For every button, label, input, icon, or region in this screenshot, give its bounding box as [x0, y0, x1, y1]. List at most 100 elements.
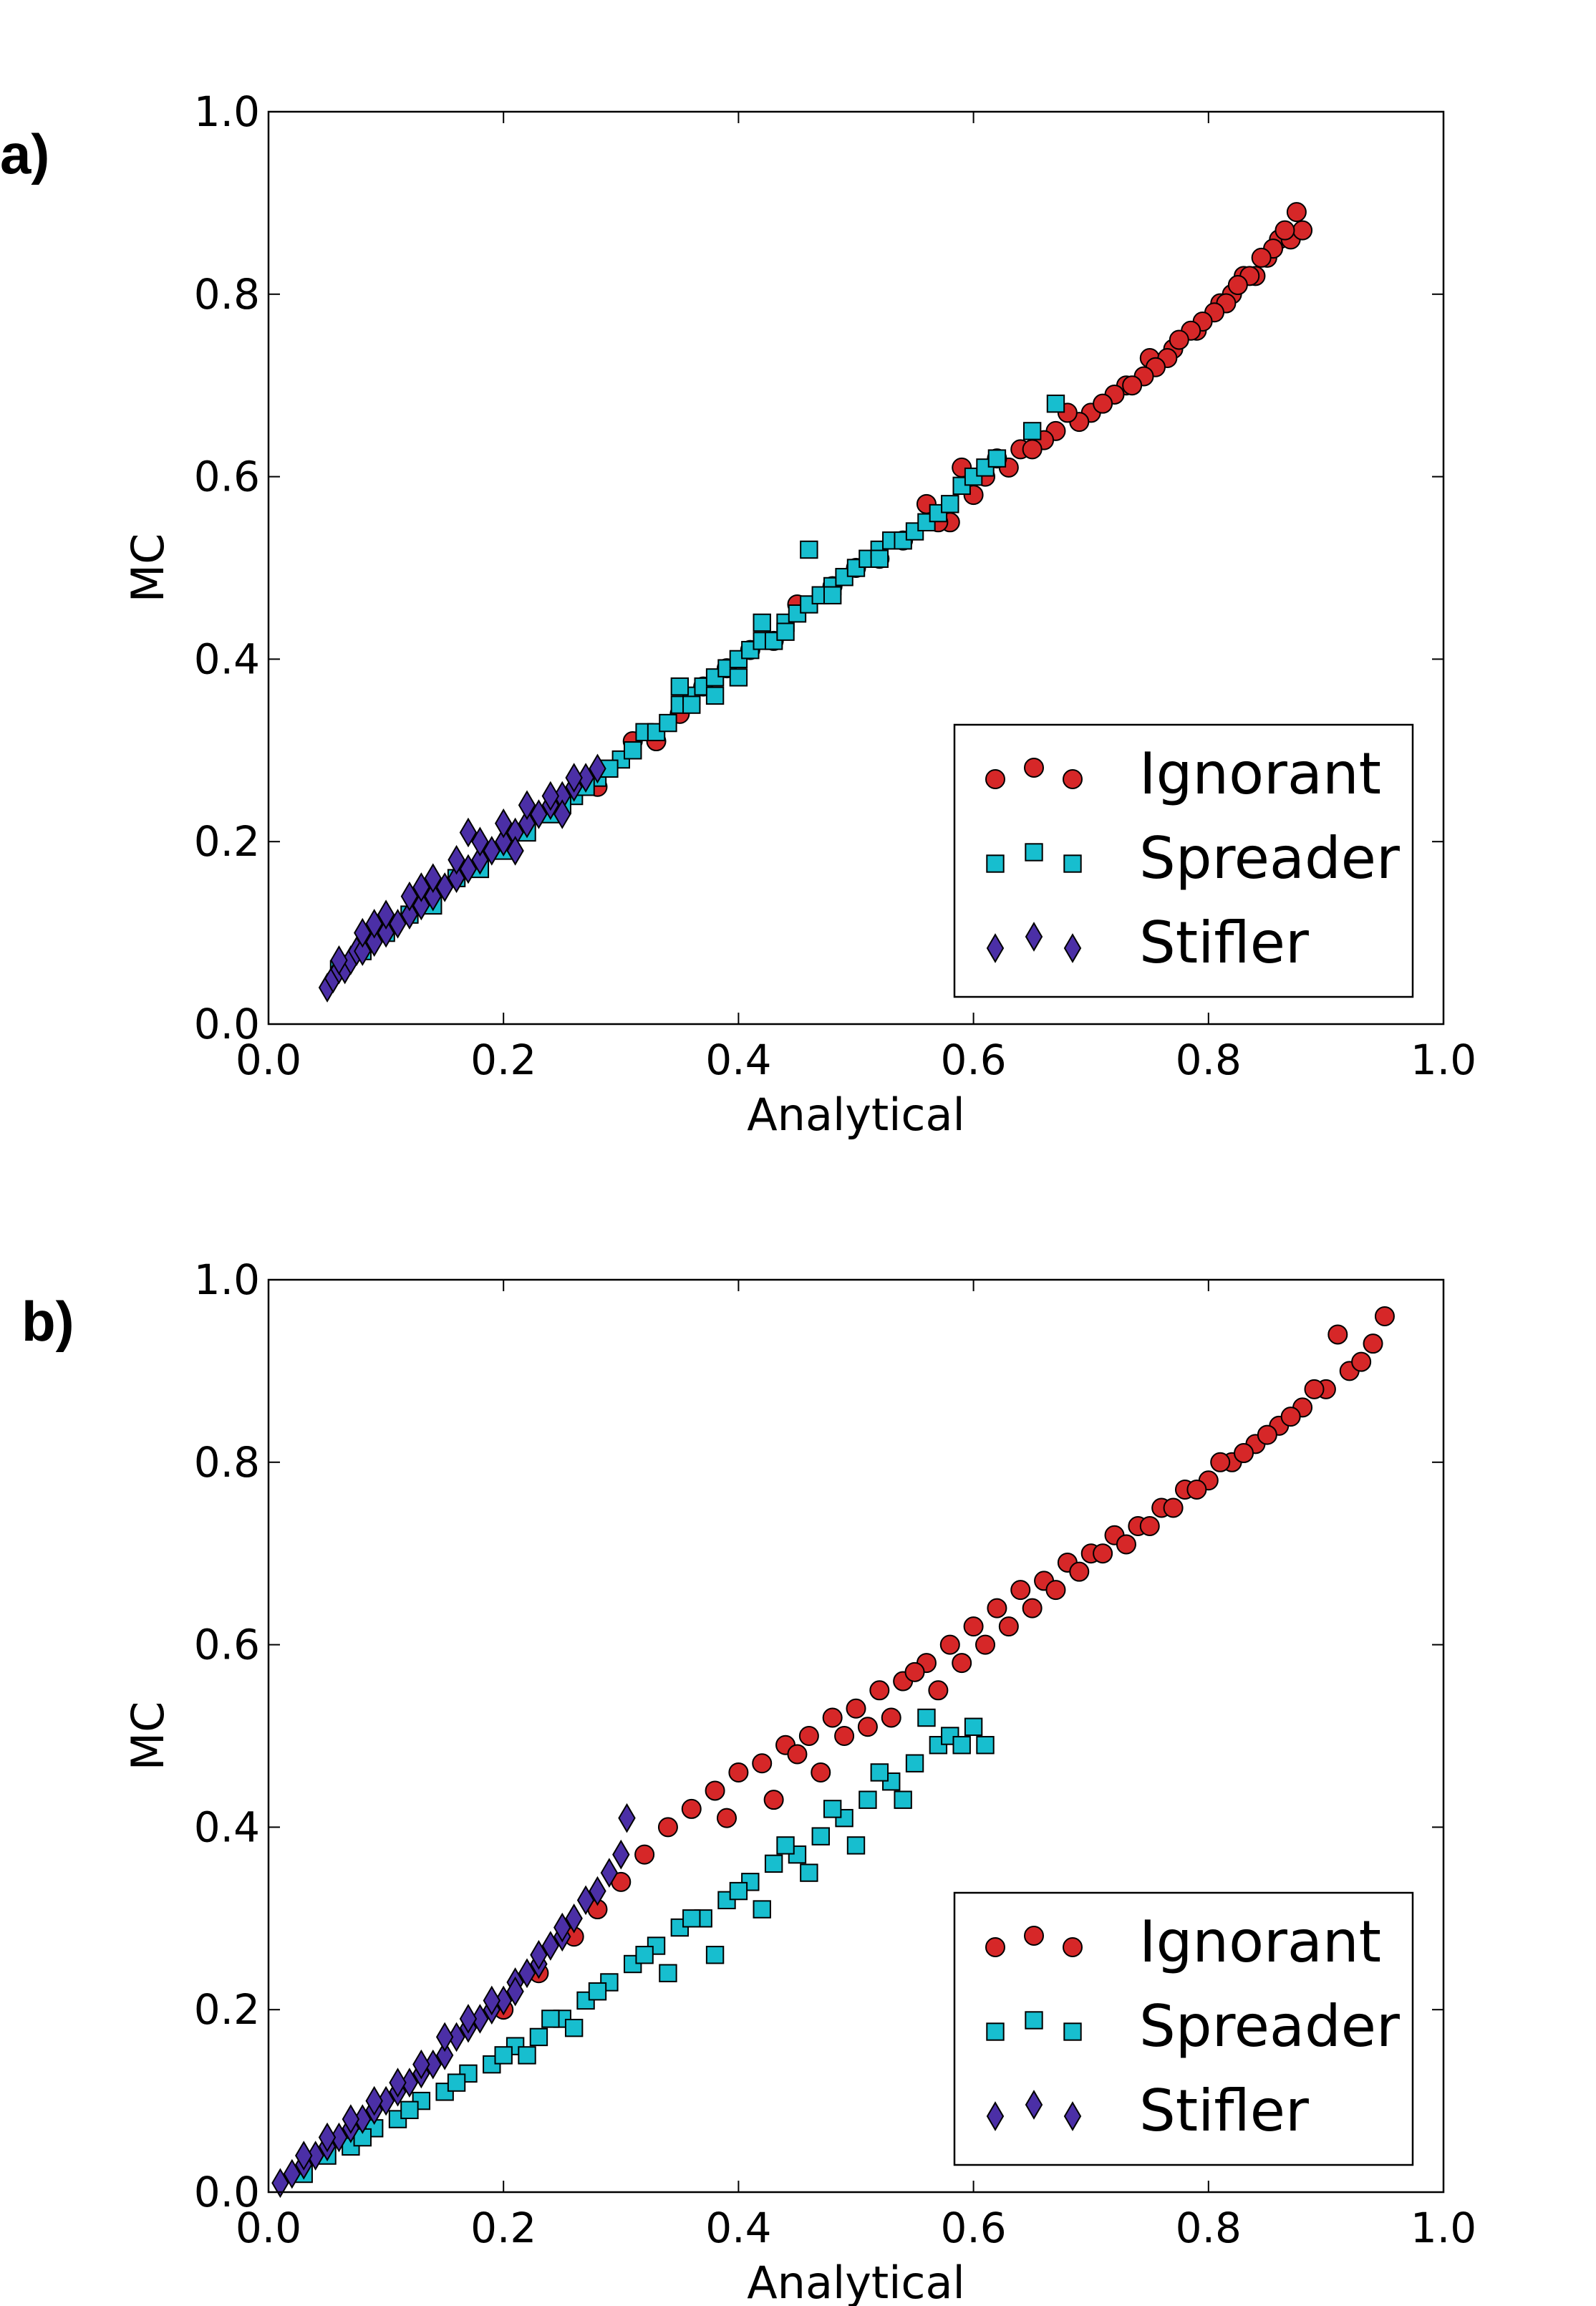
spreader-point	[541, 2010, 560, 2028]
legend-entry-ignorant: Ignorant	[985, 740, 1381, 807]
ignorant-point	[1304, 1379, 1325, 1399]
legend-label-spreader: Spreader	[1139, 825, 1400, 892]
axes-frame	[267, 110, 1445, 1026]
ignorant-point	[1069, 1561, 1090, 1582]
ignorant-point	[752, 1753, 773, 1774]
ignorant-point	[857, 1717, 878, 1737]
stifler-point	[618, 1803, 636, 1833]
legend-label-stifler: Stifler	[1139, 910, 1309, 976]
stifler-point	[424, 863, 442, 893]
stifler-point	[518, 790, 536, 821]
x-axis-label: Analytical	[747, 2257, 964, 2306]
legend-marker-stifler	[1063, 2101, 1082, 2131]
spreader-point	[682, 695, 701, 714]
legend-label-spreader: Spreader	[1139, 1993, 1400, 2060]
stifler-point	[365, 927, 383, 957]
ignorant-point	[705, 1780, 725, 1801]
spreader-point	[494, 2046, 513, 2065]
legend-marker-spreader	[1063, 854, 1082, 873]
ignorant-point	[1292, 220, 1313, 241]
stifler-point	[283, 2158, 301, 2189]
ignorant-point	[1186, 1480, 1207, 1500]
stifler-point	[494, 808, 513, 839]
stifler-point	[530, 799, 548, 829]
y-tick-label: 0.6	[194, 1621, 260, 1669]
stifler-point	[576, 763, 595, 793]
spreader-point	[776, 622, 795, 641]
spreader-point	[400, 2100, 419, 2120]
ignorant-point	[1363, 1333, 1383, 1354]
stifler-point	[389, 909, 407, 939]
ignorant-point	[1010, 1580, 1031, 1601]
spreader-point	[635, 1946, 654, 1964]
spreader-point	[729, 668, 748, 687]
spreader-point	[917, 1708, 936, 1727]
scatter-panel-b: 0.0 0.2 0.4 0.6 0.8 1.0 0.0 0.2 0.4 0.6 0.8 1.0 Anal…	[122, 1255, 1476, 2306]
stifler-point	[518, 808, 536, 839]
stifler-point	[471, 826, 489, 857]
x-tick-label: 0.8	[1176, 1036, 1242, 1084]
x-tick-label: 0.8	[1176, 2204, 1242, 2252]
stifler-point	[589, 753, 606, 784]
y-tick-label: 0.8	[194, 1438, 260, 1487]
spreader-point	[588, 1982, 607, 2001]
stifler-point	[553, 799, 571, 829]
spreader-point	[518, 2046, 536, 2065]
stifler-point	[459, 817, 478, 848]
ignorant-point	[1022, 439, 1043, 460]
legend-marker-stifler	[1025, 922, 1043, 952]
ignorant-point	[1169, 329, 1189, 350]
ignorant-point	[1327, 1324, 1348, 1345]
ignorant-point	[1257, 1424, 1277, 1445]
stifler-point	[365, 2085, 383, 2116]
legend-entry-spreader: Spreader	[986, 1993, 1400, 2060]
stifler-point	[365, 909, 383, 939]
stifler-point	[494, 1985, 513, 2016]
stifler-point	[459, 854, 478, 884]
stifler-point	[389, 2068, 407, 2098]
stifler-point	[600, 1858, 619, 1888]
stifler-point	[400, 899, 419, 930]
stifler-point	[483, 1985, 500, 2016]
stifler-point	[459, 2004, 478, 2034]
spreader-point	[764, 1854, 783, 1873]
stifler-point	[377, 2085, 395, 2116]
spreader-point	[529, 2027, 548, 2047]
x-tick-label: 0.4	[705, 2204, 771, 2252]
ignorant-point	[1286, 202, 1307, 223]
x-tick-label: 0.0	[236, 2204, 301, 2252]
ignorant-point	[1022, 1598, 1043, 1618]
legend-label-ignorant: Ignorant	[1139, 740, 1381, 807]
legend: Ignorant Spreader Stifler	[953, 1891, 1414, 2166]
x-tick-label: 0.2	[470, 1036, 536, 1084]
ignorant-point	[963, 1616, 984, 1637]
ignorant-point	[1275, 220, 1295, 241]
y-tick-label: 1.0	[194, 87, 260, 136]
stifler-point	[448, 844, 465, 875]
stifler-point	[295, 2141, 313, 2171]
spreader-point	[870, 1763, 889, 1782]
spreader-point	[659, 1964, 677, 1982]
stifler-point	[435, 2022, 454, 2052]
stifler-point	[541, 781, 560, 811]
y-tick-label: 0.6	[194, 453, 260, 501]
stifler-point	[530, 1939, 548, 1970]
stifler-point	[330, 945, 348, 975]
legend-marker-stifler	[986, 933, 1005, 963]
legend-marker-stifler	[986, 2101, 1005, 2131]
spreader-point	[659, 713, 677, 733]
y-axis-label: MC	[122, 534, 174, 603]
stifler-point	[271, 2168, 289, 2199]
ignorant-point	[1045, 1580, 1066, 1601]
ignorant-point	[1280, 1407, 1301, 1427]
ignorant-point	[787, 1744, 808, 1765]
legend-entry-stifler: Stifler	[986, 2078, 1309, 2144]
stifler-point	[448, 863, 465, 893]
ignorant-point	[904, 1661, 925, 1682]
ignorant-point	[1122, 375, 1143, 396]
spreader-point	[705, 686, 725, 705]
stifler-point	[424, 2049, 442, 2080]
spreader-point	[1046, 394, 1065, 413]
legend-marker-spreader	[1063, 2022, 1082, 2041]
y-tick-label: 0.2	[194, 817, 260, 866]
